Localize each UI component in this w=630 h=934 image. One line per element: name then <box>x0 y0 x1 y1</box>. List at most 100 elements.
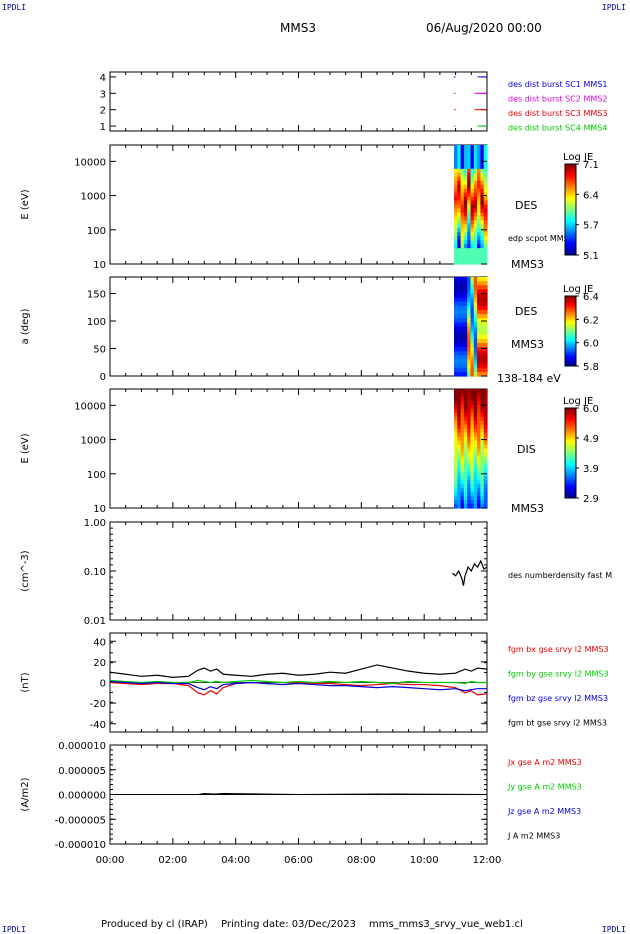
y-tick-label: 0 <box>100 679 106 690</box>
heatmap-cell-1 <box>457 232 462 237</box>
heatmap-cell-1 <box>457 260 462 265</box>
heatmap-cell-3 <box>460 448 465 454</box>
heatmap-cell-1 <box>483 168 488 174</box>
heatmap-cell-1 <box>480 260 485 265</box>
heatmap-cell-2 <box>473 305 478 311</box>
heatmap-cell-1 <box>454 216 458 221</box>
heatmap-cell-1 <box>463 204 468 210</box>
heatmap-cell-3 <box>470 504 475 509</box>
heatmap-cell-1 <box>460 260 465 265</box>
heatmap-cell-3 <box>473 468 478 473</box>
heatmap-cell-1 <box>480 184 485 190</box>
heatmap-cell-2 <box>454 343 458 348</box>
heatmap-cell-2 <box>470 334 475 340</box>
heatmap-cell-1 <box>477 204 482 210</box>
heatmap-cell-1 <box>467 224 472 229</box>
heatmap-cell-3 <box>460 440 465 446</box>
heatmap-cell-3 <box>467 428 472 434</box>
heatmap-cell-3 <box>463 488 468 493</box>
heatmap-cell-2 <box>463 318 468 323</box>
heatmap-cell-1 <box>463 232 468 237</box>
heatmap-cell-1 <box>457 200 462 206</box>
heatmap-cell-3 <box>473 436 478 442</box>
heatmap-cell-3 <box>477 420 482 426</box>
heatmap-cell-3 <box>467 412 472 418</box>
heatmap-cell-3 <box>454 396 458 402</box>
x-tick-label: 06:00 <box>284 855 313 866</box>
y-tick-label: 0 <box>100 372 106 383</box>
heatmap-cell-1 <box>457 192 462 198</box>
heatmap-cell-1 <box>467 208 472 214</box>
y-tick-label: 10000 <box>74 401 106 412</box>
y-tick-label: 1000 <box>81 436 106 447</box>
heatmap-cell-1 <box>483 188 488 194</box>
heatmap-cell-3 <box>460 484 465 489</box>
heatmap-cell-3 <box>463 444 468 450</box>
heatmap-cell-1 <box>467 232 472 237</box>
heatmap-cell-2 <box>473 293 478 299</box>
heatmap-cell-2 <box>477 326 482 332</box>
heatmap-cell-3 <box>470 436 475 442</box>
heatmap-cell-1 <box>457 148 462 154</box>
heatmap-cell-3 <box>457 456 462 461</box>
heatmap-cell-3 <box>477 472 482 477</box>
heatmap-cell-2 <box>483 334 488 340</box>
heatmap-cell-2 <box>457 371 462 377</box>
heatmap-cell-1 <box>454 248 458 253</box>
heatmap-cell-2 <box>483 351 488 356</box>
heatmap-cell-3 <box>463 392 468 398</box>
heatmap-cell-2 <box>477 371 482 377</box>
heatmap-cell-3 <box>454 408 458 414</box>
heatmap-cell-2 <box>460 371 465 377</box>
heatmap-cell-2 <box>473 281 478 286</box>
heatmap-cell-3 <box>467 432 472 438</box>
heatmap-cell-2 <box>467 318 472 323</box>
heatmap-cell-2 <box>480 338 485 344</box>
heatmap-cell-2 <box>470 359 475 365</box>
colorbar-title: Log JE <box>563 152 593 163</box>
y-tick-label: 1 <box>100 122 106 133</box>
heatmap-cell-3 <box>457 412 462 418</box>
heatmap-cell-3 <box>473 504 478 509</box>
heatmap-cell-2 <box>477 277 482 282</box>
heatmap-cell-3 <box>460 444 465 450</box>
heatmap-cell-3 <box>467 416 472 422</box>
heatmap-cell-3 <box>473 416 478 422</box>
heatmap-cell-1 <box>483 156 488 162</box>
heatmap-cell-3 <box>467 440 472 446</box>
heatmap-cell-3 <box>473 492 478 497</box>
heatmap-cell-3 <box>467 500 472 505</box>
heatmap-cell-3 <box>477 480 482 485</box>
heatmap-cell-3 <box>473 488 478 493</box>
heatmap-cell-3 <box>454 492 458 497</box>
heatmap-cell-3 <box>480 440 485 446</box>
heatmap-cell-3 <box>454 440 458 446</box>
heatmap-cell-3 <box>470 396 475 402</box>
legend-entry: fgm by gse srvy l2 MMS3 <box>508 670 609 679</box>
heatmap-cell-1 <box>477 200 482 206</box>
heatmap-cell-3 <box>480 436 485 442</box>
side-label: 138-184 eV <box>497 372 561 385</box>
heatmap-cell-1 <box>470 212 475 217</box>
heatmap-cell-3 <box>454 416 458 422</box>
heatmap-cell-2 <box>454 322 458 328</box>
heatmap-cell-3 <box>467 436 472 442</box>
y-tick-label: -40 <box>90 720 106 731</box>
heatmap-cell-3 <box>477 408 482 414</box>
heatmap-cell-2 <box>480 371 485 377</box>
heatmap-cell-2 <box>470 355 475 361</box>
heatmap-cell-1 <box>463 224 468 229</box>
heatmap-cell-1 <box>483 224 488 229</box>
heatmap-cell-2 <box>480 277 485 282</box>
corner-tag-bottom-right: IPDLI <box>601 925 626 934</box>
legend-entry: Jy gse A m2 MMS3 <box>507 783 582 792</box>
heatmap-cell-1 <box>483 240 488 245</box>
heatmap-cell-3 <box>473 404 478 410</box>
heatmap-cell-1 <box>483 208 488 214</box>
heatmap-cell-2 <box>480 347 485 352</box>
heatmap-cell-3 <box>470 476 475 481</box>
heatmap-cell-2 <box>457 281 462 286</box>
heatmap-cell-1 <box>463 156 468 162</box>
heatmap-cell-1 <box>454 256 458 261</box>
heatmap-cell-3 <box>483 496 488 501</box>
